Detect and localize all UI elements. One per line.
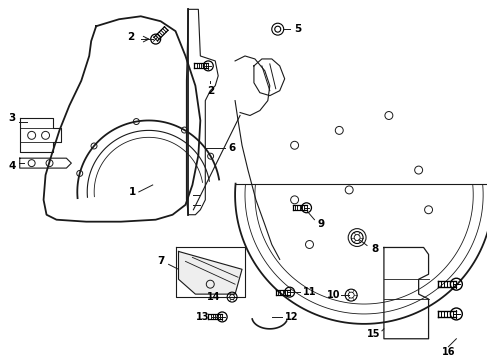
Text: 15: 15 <box>366 329 380 339</box>
Text: 10: 10 <box>326 290 339 300</box>
Text: 13: 13 <box>195 312 209 322</box>
Text: 5: 5 <box>293 24 301 34</box>
Text: 6: 6 <box>228 143 235 153</box>
Text: 2: 2 <box>206 86 213 96</box>
Text: 4: 4 <box>8 161 16 171</box>
Text: 14: 14 <box>206 292 220 302</box>
Text: 3: 3 <box>8 113 16 123</box>
Text: 16: 16 <box>441 347 454 357</box>
Polygon shape <box>178 251 242 294</box>
Text: 12: 12 <box>285 312 298 322</box>
Text: 11: 11 <box>302 287 316 297</box>
Text: 7: 7 <box>157 256 164 266</box>
Text: 2: 2 <box>127 32 134 42</box>
Text: 1: 1 <box>129 187 136 197</box>
Text: 9: 9 <box>317 219 325 229</box>
Text: 8: 8 <box>370 244 378 255</box>
